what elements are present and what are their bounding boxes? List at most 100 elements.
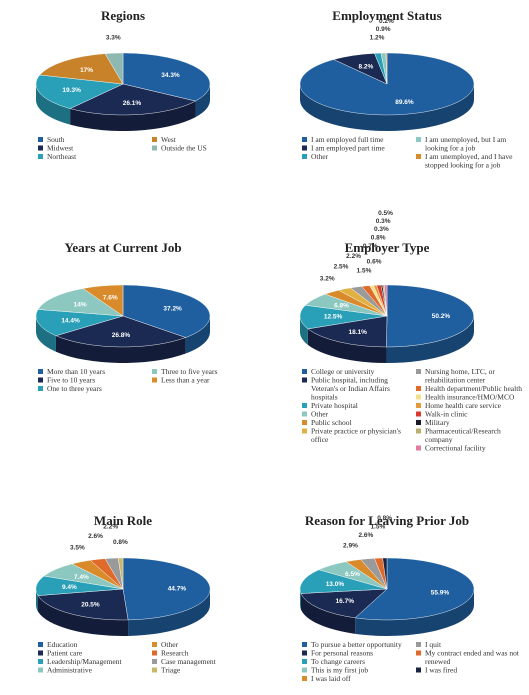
legend-label: I was laid off bbox=[311, 674, 351, 683]
legend-label: South bbox=[47, 135, 65, 144]
legend-label: Walk-in clinic bbox=[425, 410, 468, 419]
slice-side bbox=[55, 335, 186, 363]
value-label: 0.5% bbox=[378, 210, 393, 217]
legend-line: Health department/Public health bbox=[425, 384, 522, 393]
legend-line: Other bbox=[161, 640, 179, 649]
value-label: 12.5% bbox=[324, 314, 343, 321]
value-label: 55.9% bbox=[431, 590, 450, 597]
value-label: 14.4% bbox=[61, 318, 80, 325]
value-label: 0.2% bbox=[379, 18, 394, 25]
legend-swatch bbox=[416, 642, 421, 647]
legend-swatch bbox=[302, 137, 307, 142]
value-label: 1.2% bbox=[370, 34, 385, 41]
legend-swatch bbox=[302, 428, 307, 434]
value-label: 26.1% bbox=[123, 100, 142, 107]
value-label: 2.2% bbox=[346, 253, 361, 260]
legend-line: For personal reasons bbox=[311, 649, 373, 658]
legend-label: Case management bbox=[161, 657, 217, 666]
legend-swatch bbox=[302, 403, 307, 408]
legend-label: This is my first job bbox=[311, 666, 368, 675]
legend-line: Research bbox=[161, 649, 189, 658]
legend-label: Outside the US bbox=[161, 144, 207, 153]
legend-swatch bbox=[302, 676, 307, 681]
legend-label: Three to five years bbox=[161, 367, 218, 376]
legend-label: Leadership/Management bbox=[47, 657, 122, 666]
slice bbox=[299, 569, 388, 594]
slice bbox=[117, 557, 124, 590]
legend-line: Administrative bbox=[47, 666, 93, 675]
legend-line: Public school bbox=[311, 418, 352, 427]
legend-line: I am employed part time bbox=[311, 144, 385, 153]
legend-swatch bbox=[152, 145, 157, 151]
slice bbox=[122, 284, 211, 338]
legend-swatch bbox=[416, 650, 421, 656]
legend-label: I was fired bbox=[425, 666, 457, 675]
legend-line: Health insurance/HMO/MCO bbox=[425, 393, 515, 402]
slice-side bbox=[307, 328, 387, 363]
legend-line: Outside the US bbox=[161, 144, 207, 153]
value-label: 14% bbox=[74, 301, 87, 308]
legend-line: Other bbox=[311, 410, 329, 419]
value-label: 7.6% bbox=[103, 294, 118, 301]
legend-line: I am employed full time bbox=[311, 135, 384, 144]
value-label: 44.7% bbox=[168, 585, 187, 592]
slice-side bbox=[38, 595, 129, 637]
legend-line: Case management bbox=[161, 657, 217, 666]
legend-line: Public hospital, including bbox=[311, 376, 390, 385]
value-label: 1.5% bbox=[370, 523, 385, 530]
value-label: 50.2% bbox=[432, 313, 451, 320]
legend-label: Other bbox=[161, 640, 179, 649]
legend-line: looking for a job bbox=[425, 144, 475, 153]
value-label: 0.9% bbox=[376, 26, 391, 33]
legend-swatch bbox=[302, 642, 307, 647]
legend-swatch bbox=[302, 420, 307, 425]
slice bbox=[300, 588, 388, 619]
legend-line: I was laid off bbox=[311, 674, 351, 683]
legend-label: Private hospital bbox=[311, 401, 358, 410]
legend-swatch bbox=[38, 642, 43, 647]
legend-line: hospitals bbox=[311, 393, 338, 402]
legend-line: Walk-in clinic bbox=[425, 410, 468, 419]
legend-line: West bbox=[161, 135, 177, 144]
slice bbox=[35, 309, 124, 336]
slice-side bbox=[36, 316, 56, 352]
value-label: 2.6% bbox=[358, 532, 373, 539]
slice-side bbox=[185, 316, 210, 354]
legend-label: Less than a year bbox=[161, 376, 210, 385]
slice-side bbox=[355, 589, 474, 636]
legend-line: company bbox=[425, 435, 453, 444]
legend-swatch bbox=[302, 659, 307, 664]
legend-swatch bbox=[152, 667, 157, 673]
value-label: 2.2% bbox=[103, 524, 118, 531]
legend-line: Nursing home, LTC, or bbox=[425, 367, 497, 376]
legend-line: stopped looking for a job bbox=[425, 161, 501, 170]
value-label: 0.7% bbox=[363, 243, 378, 250]
legend-label: Triage bbox=[161, 666, 181, 675]
legend-label: Research bbox=[161, 649, 189, 658]
slice-side bbox=[195, 84, 210, 118]
legend-line: More than 10 years bbox=[47, 367, 105, 376]
legend-line: Private practice or physician's bbox=[311, 427, 403, 436]
slice bbox=[122, 557, 211, 621]
legend-swatch bbox=[38, 377, 43, 383]
legend-swatch bbox=[302, 145, 307, 151]
legend-swatch bbox=[302, 650, 307, 656]
slice-side bbox=[35, 589, 39, 612]
legend-label: To pursue a better opportunity bbox=[311, 640, 402, 649]
value-label: 20.5% bbox=[81, 601, 100, 608]
legend-label: I am employed full time bbox=[311, 135, 384, 144]
legend-label: Education bbox=[47, 640, 78, 649]
legend-swatch bbox=[152, 659, 157, 664]
slice bbox=[82, 284, 124, 317]
slice bbox=[104, 52, 124, 85]
value-label: 2.9% bbox=[343, 542, 358, 549]
legend-swatch bbox=[38, 667, 43, 673]
legend-label: Health department/Public health bbox=[425, 384, 522, 393]
value-label: 6.5% bbox=[345, 571, 360, 578]
legend-label: I am unemployed, and I have stopped look… bbox=[425, 152, 514, 170]
slice bbox=[386, 284, 474, 348]
legend-label: Other bbox=[311, 410, 329, 419]
value-label: 17% bbox=[80, 67, 93, 74]
legend-swatch bbox=[416, 411, 421, 417]
slice-side bbox=[300, 589, 301, 610]
